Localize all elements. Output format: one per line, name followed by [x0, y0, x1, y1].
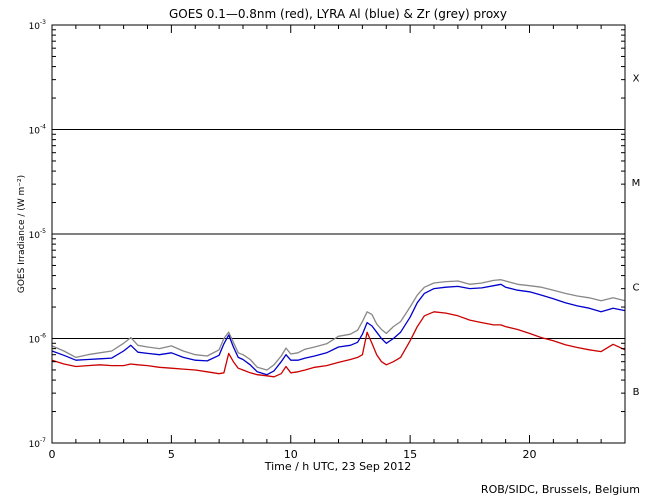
x-tick-label: 20 [523, 448, 537, 461]
flare-class-c: C [633, 282, 640, 293]
y-tick-label: 10-6 [29, 333, 47, 346]
x-axis: 0 5 10 15 20 [49, 25, 626, 461]
credit-text: ROB/SIDC, Brussels, Belgium [481, 483, 640, 496]
series-line-2 [51, 311, 626, 378]
chart-title: GOES 0.1—0.8nm (red), LYRA Al (blue) & Z… [169, 7, 507, 21]
flare-class-m: M [632, 178, 641, 189]
series-line-1 [51, 283, 626, 376]
series-line-0 [51, 279, 626, 371]
flare-class-x: X [633, 73, 640, 84]
flare-class-labels: B C M X [632, 73, 641, 398]
x-tick-label: 5 [168, 448, 175, 461]
y-tick-label: 10-3 [29, 19, 47, 32]
series-group [51, 279, 626, 378]
y-axis-label: GOES Irradiance / (W m⁻²) [17, 175, 27, 293]
y-axis: 10-7 10-6 10-5 10-4 10-3 [29, 19, 625, 450]
x-tick-label: 10 [284, 448, 298, 461]
class-lines [52, 129, 625, 339]
y-tick-label: 10-5 [29, 228, 47, 241]
flare-class-b: B [633, 387, 640, 398]
x-axis-label: Time / h UTC, 23 Sep 2012 [264, 460, 412, 473]
x-tick-label: 15 [403, 448, 417, 461]
x-tick-label: 0 [49, 448, 56, 461]
y-tick-label: 10-7 [29, 437, 47, 450]
y-tick-label: 10-4 [29, 124, 47, 137]
